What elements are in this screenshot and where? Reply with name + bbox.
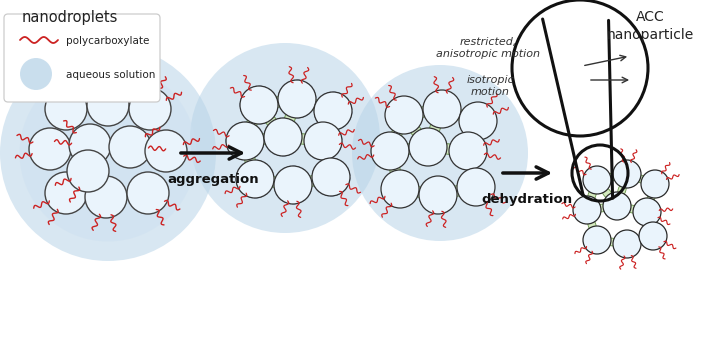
Circle shape [129,88,171,130]
Ellipse shape [246,113,258,133]
Ellipse shape [413,106,433,117]
Ellipse shape [293,134,313,144]
Circle shape [45,88,87,130]
Ellipse shape [284,108,296,128]
Circle shape [240,86,278,124]
Text: aggregation: aggregation [167,173,259,186]
Ellipse shape [633,174,648,184]
Circle shape [236,160,274,198]
Circle shape [352,65,528,241]
Circle shape [603,192,631,220]
Ellipse shape [322,116,334,136]
Circle shape [381,170,419,208]
Circle shape [0,45,216,261]
Ellipse shape [633,236,648,244]
Ellipse shape [302,175,322,187]
Ellipse shape [450,109,470,121]
Ellipse shape [268,97,288,107]
Circle shape [314,92,352,130]
Circle shape [371,132,409,170]
Circle shape [385,96,423,134]
Circle shape [459,102,497,140]
Text: restricted,
anisotropic motion: restricted, anisotropic motion [436,37,540,59]
Circle shape [69,124,111,166]
Circle shape [583,166,611,194]
Ellipse shape [467,126,479,146]
Ellipse shape [429,118,441,138]
Ellipse shape [389,160,400,180]
Circle shape [613,230,641,258]
Text: isotropic
motion: isotropic motion [466,75,514,97]
Circle shape [67,150,109,192]
Circle shape [304,122,342,160]
Ellipse shape [624,205,640,213]
Circle shape [226,122,264,160]
Circle shape [87,84,129,126]
Ellipse shape [244,150,256,170]
Text: nanodroplets: nanodroplets [22,10,118,25]
Circle shape [312,158,350,196]
Circle shape [264,118,302,156]
Ellipse shape [263,176,284,187]
Circle shape [45,172,87,214]
Ellipse shape [409,187,430,197]
FancyBboxPatch shape [4,14,160,102]
Ellipse shape [398,144,420,154]
Ellipse shape [437,144,459,154]
Circle shape [19,65,197,242]
Circle shape [145,130,187,172]
Ellipse shape [588,218,596,233]
Circle shape [109,126,151,168]
Circle shape [457,168,495,206]
Circle shape [127,172,169,214]
Ellipse shape [447,186,467,197]
Ellipse shape [618,183,626,197]
Circle shape [278,80,316,118]
Ellipse shape [647,191,655,206]
Ellipse shape [322,149,332,169]
Circle shape [20,58,52,90]
Ellipse shape [391,123,403,143]
Ellipse shape [408,122,424,140]
Text: aqueous solution: aqueous solution [66,70,155,80]
Ellipse shape [604,238,620,246]
Ellipse shape [601,187,613,199]
Circle shape [85,176,127,218]
Circle shape [419,176,457,214]
Circle shape [423,90,461,128]
Text: ACC
nanoparticle: ACC nanoparticle [606,10,694,42]
Ellipse shape [253,134,274,144]
Circle shape [641,170,669,198]
Ellipse shape [588,188,596,202]
Ellipse shape [263,112,278,130]
Ellipse shape [305,99,325,111]
Text: dehydration: dehydration [481,193,572,206]
Circle shape [449,132,487,170]
Ellipse shape [594,204,610,212]
Text: polycarboxylate: polycarboxylate [66,36,149,46]
Circle shape [639,222,667,250]
Circle shape [190,43,380,233]
Circle shape [274,166,312,204]
Circle shape [633,198,661,226]
Ellipse shape [604,173,620,181]
Circle shape [409,128,447,166]
Ellipse shape [646,216,654,232]
Circle shape [613,160,641,188]
Circle shape [573,196,601,224]
Circle shape [583,226,611,254]
Ellipse shape [466,159,478,179]
Circle shape [29,128,71,170]
